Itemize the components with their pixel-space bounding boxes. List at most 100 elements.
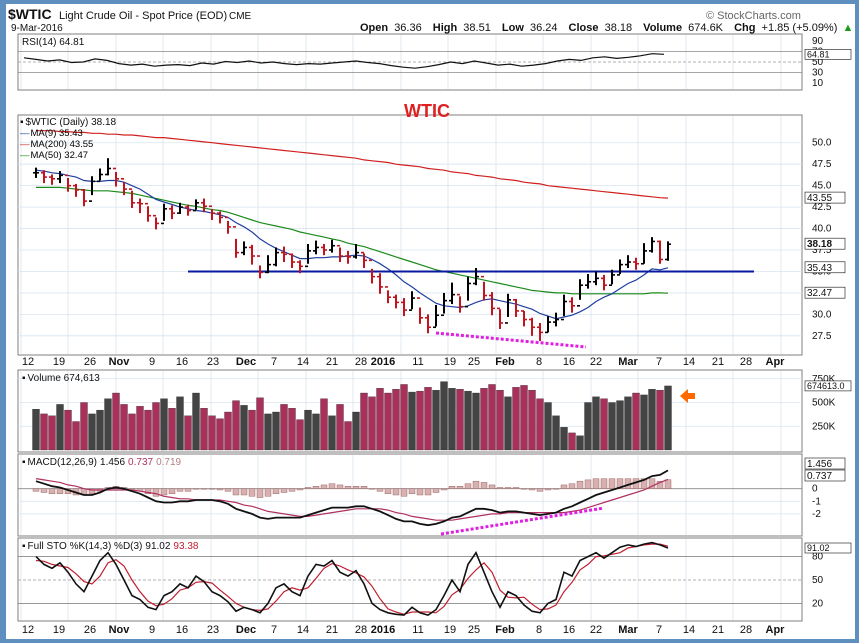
x-axis-label: 22 [590,624,602,636]
ohlc-bar [433,304,439,329]
sto-d-line [35,543,669,615]
volume-bar [472,392,480,451]
x-axis-label: 2016 [371,356,395,368]
ohlc-bar [193,199,199,212]
macd-histogram-bar [608,478,616,489]
rsi-panel: 9070503010 RSI(14) 64.81 64.81 [17,33,852,91]
ohlc-bar [353,244,359,259]
macd-histogram-bar [400,488,408,497]
volume-value-box [804,380,852,392]
volume-bar [360,392,368,451]
volume-tick-label: 750K [812,374,836,385]
x-axis-label: 28 [740,356,752,368]
x-axis-label: 14 [297,624,309,636]
ohlc-bar [441,292,447,317]
sto-axis: 80 50 20 [812,552,824,610]
x-axis-label: Feb [495,356,515,368]
ohlc-bar [241,241,247,256]
macd-histogram-bar [144,488,152,494]
ma9-legend: —MA(9) 35.43 [20,128,83,139]
volume-arrow-icon [680,389,695,403]
macd-histogram-bar [616,478,624,489]
volume-bar [224,411,232,451]
macd-histogram-bar [288,488,296,492]
ohlc-bar [305,244,311,268]
macd-legend-signal: 0.737 [128,457,153,468]
price-panel-frame [17,114,803,356]
price-tick-label: 45.0 [812,181,832,192]
ohlc-bar [41,170,47,184]
ohlc-bar [97,168,103,183]
low-label: Low [502,22,524,34]
volume-bar [40,413,48,451]
x-axis-label: 25 [468,356,480,368]
macd-histogram-bar [640,478,648,489]
volume-bar [208,415,216,451]
sto-gridlines [18,539,802,620]
macd-histogram-bar [240,488,248,496]
ohlc-bar [153,214,159,230]
ohlc-bar [649,237,655,253]
x-axis-label: 19 [444,624,456,636]
open-label: Open [360,22,388,34]
macd-signal-line [35,478,669,521]
x-axis-label: 7 [271,624,277,636]
volume-bar [304,409,312,451]
volume-bar [176,396,184,451]
macd-histogram-bar [216,488,224,491]
macd-histogram-bar [528,488,536,491]
volume-bar [640,394,648,451]
volume-tick-label: 250K [812,421,836,432]
macd-histogram-bar [600,478,608,489]
x-axis-label: 12 [22,624,34,636]
sto-tick-label: 50 [812,575,824,586]
ohlc-bar [569,297,575,313]
close-label: Close [569,22,599,34]
macd-histogram-bar [152,488,160,497]
macd-tick-label: -2 [812,509,821,520]
sto-value-box [804,542,852,554]
ohlc-bar [257,255,263,279]
volume-bar [424,387,432,451]
x-axis-label: 19 [444,356,456,368]
macd-histogram-bar [512,487,520,489]
x-axis-label: 7 [656,356,662,368]
x-axis-label: 16 [176,624,188,636]
ohlc-bar [617,259,623,276]
volume-bar [112,392,120,451]
ohlc-bar [57,171,63,184]
symbol: $WTIC [8,6,52,22]
ma50-legend: —MA(50) 32.47 [20,150,88,161]
macd-histogram-bar [376,488,384,492]
ohlc-bar [657,240,663,264]
macd-histogram-bar [456,485,464,489]
price-last-label: 32.47 [807,288,832,299]
volume-bars [32,381,672,451]
x-axis-label: 16 [176,356,188,368]
price-last-value-labels: 43.55 38.18 35.43 32.47 [804,191,846,299]
macd-histogram-bar [304,487,312,489]
price-legend-text: $WTIC (Daily) 38.18 [26,117,117,128]
chg-label: Chg [734,22,755,34]
volume-bar [200,408,208,451]
ohlc-bar [169,205,175,220]
volume-bar [352,411,360,451]
macd-histogram-bar [200,488,208,490]
volume-value: 674.6K [688,22,724,34]
macd-histogram-bar [576,480,584,489]
volume-bar [408,391,416,451]
x-axis-label: 26 [84,624,96,636]
x-axis-label: 26 [84,356,96,368]
macd-histogram-bar [408,488,416,494]
ohlc-bar [297,260,303,274]
volume-bar [488,384,496,451]
ohlc-bar [129,188,135,208]
macd-histogram-bar [272,488,280,494]
macd-value-box [804,469,846,482]
wtic-annotation: WTIC [404,101,450,121]
volume-bar [328,415,336,451]
x-axis-label: 11 [412,624,423,636]
price-tick-label: 47.5 [812,159,832,170]
x-axis-label: 9 [149,624,155,636]
ohlc-bar [641,243,647,265]
